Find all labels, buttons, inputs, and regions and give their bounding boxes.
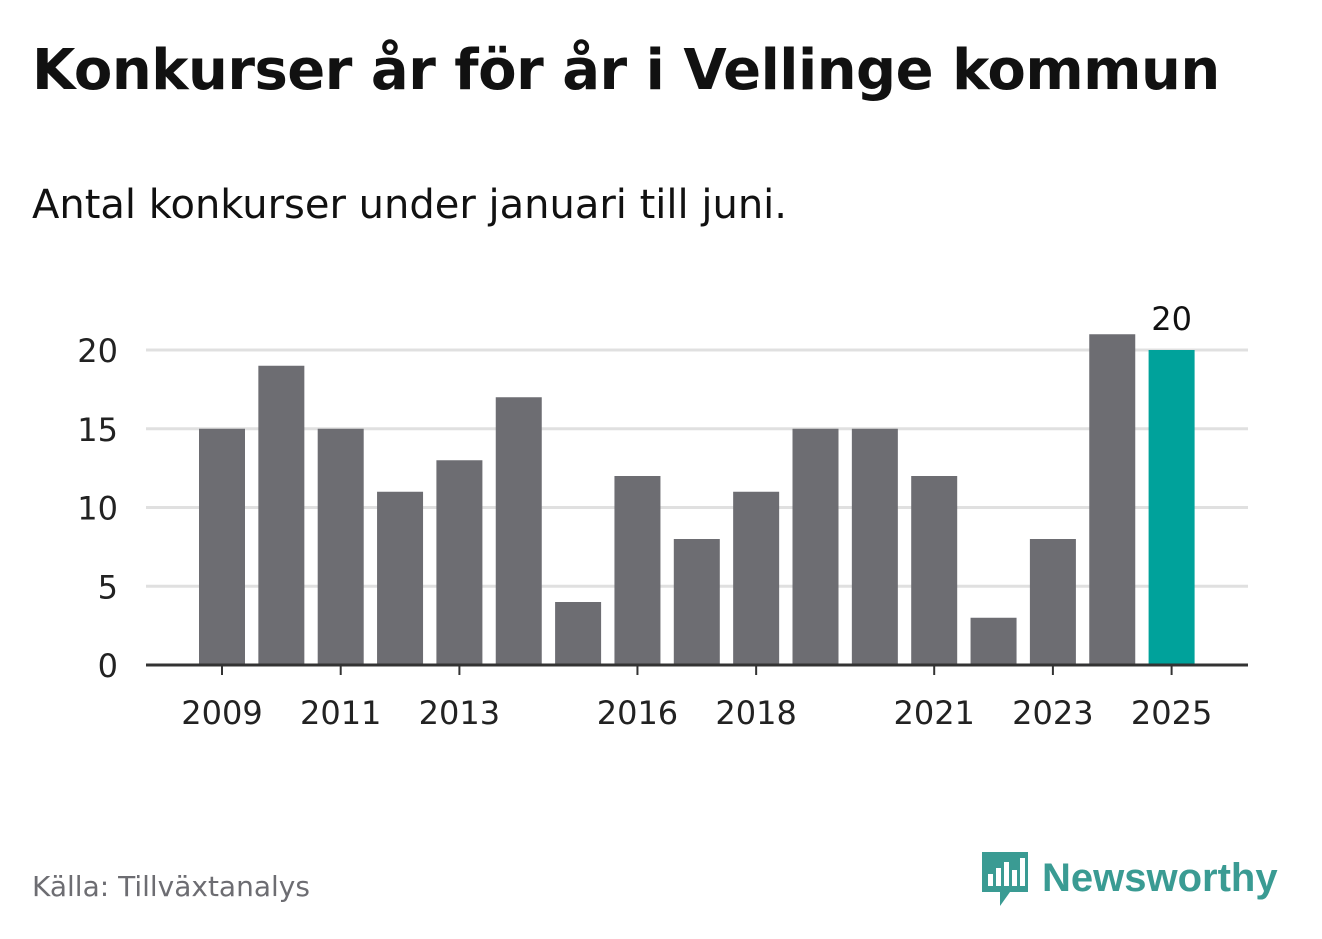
bar-2011 [317, 428, 364, 665]
bar-2024 [1089, 334, 1136, 665]
source-note: Källa: Tillväxtanalys [32, 870, 310, 903]
y-tick-label: 5 [98, 568, 118, 606]
x-tick-label: 2021 [893, 694, 974, 732]
bar-2023 [1029, 539, 1076, 665]
x-tick-label: 2011 [300, 694, 381, 732]
chart-title: Konkurser år för år i Vellinge kommun [32, 38, 1220, 103]
bar-2016 [614, 476, 661, 665]
x-tick-label: 2023 [1012, 694, 1093, 732]
y-tick-label: 20 [77, 332, 118, 370]
x-tick-label: 2025 [1131, 694, 1212, 732]
y-tick-label: 10 [77, 490, 118, 528]
chart-subtitle: Antal konkurser under januari till juni. [32, 182, 787, 228]
data-label: 20 [1151, 300, 1192, 338]
brand-name: Newsworthy [1042, 855, 1278, 900]
bar-2019 [792, 428, 839, 665]
bar-2017 [673, 539, 720, 665]
newsworthy-logo: Newsworthy [980, 848, 1278, 908]
bar-2025 [1148, 350, 1195, 665]
bar-2020 [851, 428, 898, 665]
x-tick-label: 2016 [597, 694, 678, 732]
bar-2009 [199, 428, 245, 665]
x-tick-label: 2009 [181, 694, 262, 732]
bar-2012 [377, 491, 424, 665]
bar-2015 [555, 602, 602, 665]
bar-2018 [733, 491, 780, 665]
y-tick-label: 0 [98, 647, 118, 685]
x-tick-label: 2018 [715, 694, 796, 732]
newsworthy-logo-icon [982, 852, 1028, 906]
bar-2022 [970, 617, 1017, 665]
y-tick-label: 15 [77, 411, 118, 449]
x-tick-label: 2013 [419, 694, 500, 732]
bar-2010 [258, 365, 305, 665]
bar-2013 [436, 460, 483, 665]
bar-2014 [495, 397, 542, 665]
bar-2021 [911, 476, 958, 665]
